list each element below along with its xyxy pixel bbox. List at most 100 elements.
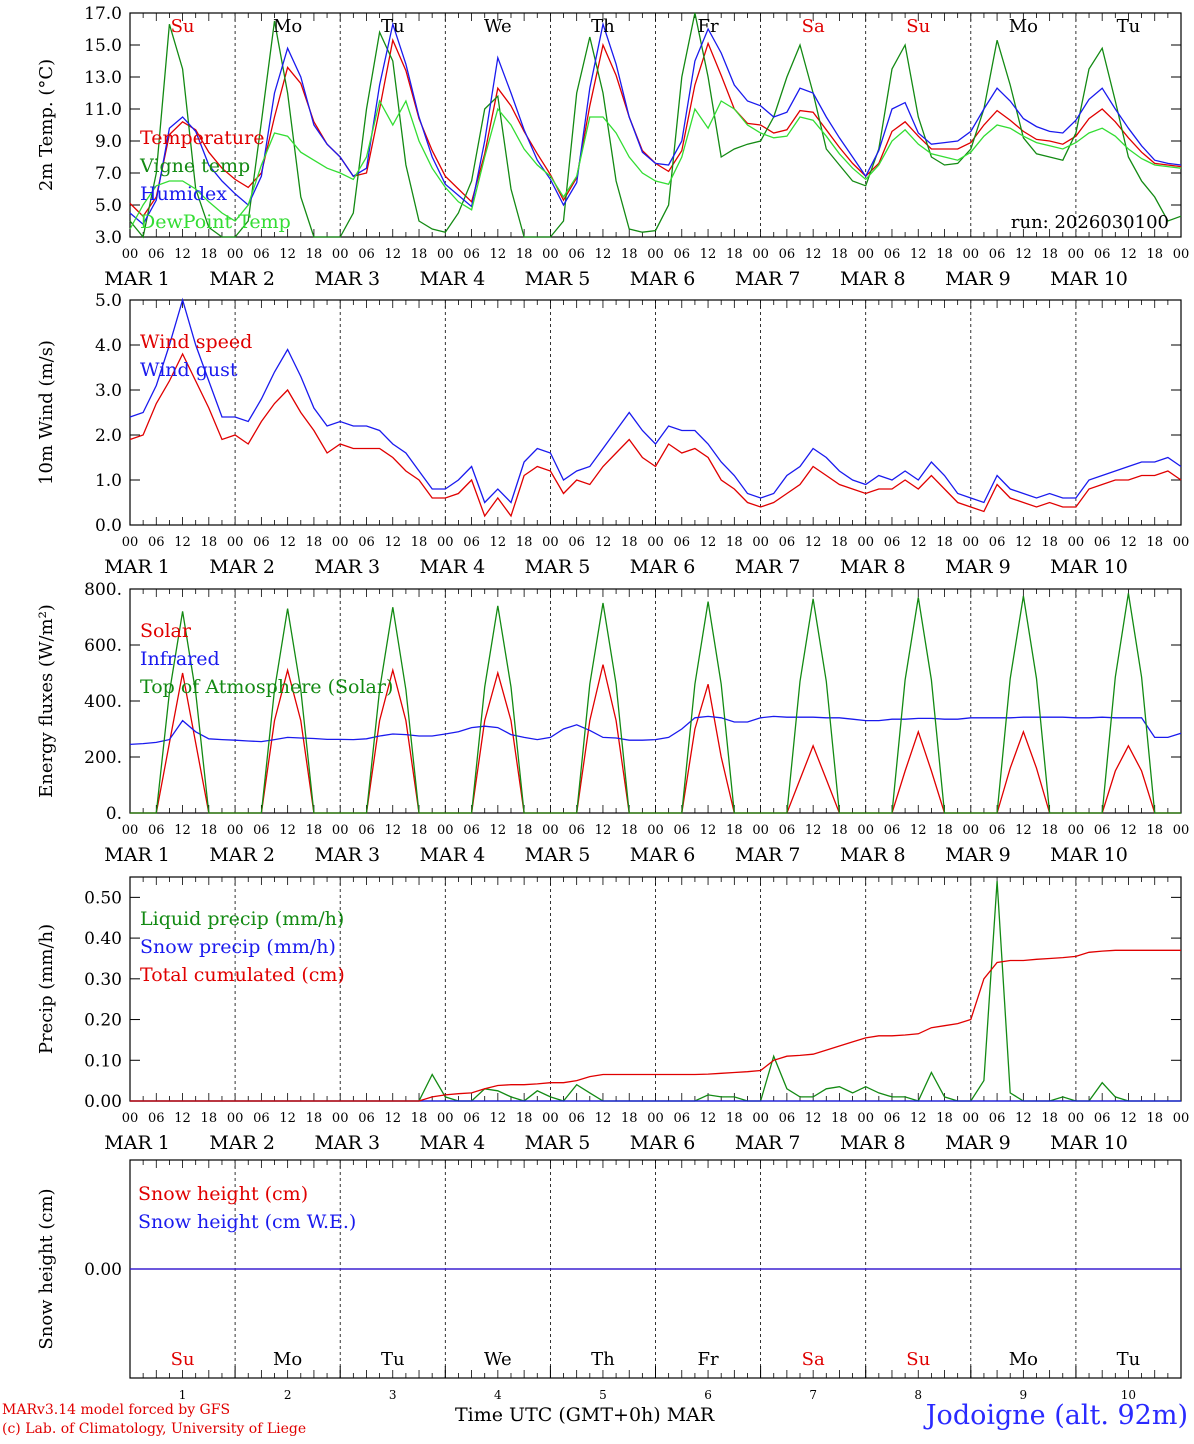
hour-tick-label: 06 bbox=[148, 247, 165, 262]
hour-tick-label: 00 bbox=[332, 535, 349, 550]
y-tick-label: 0.40 bbox=[84, 929, 122, 949]
legend-entry: Snow height (cm W.E.) bbox=[138, 1211, 356, 1233]
hour-tick-label: 00 bbox=[963, 823, 980, 838]
hour-tick-label: 18 bbox=[936, 535, 953, 550]
date-label: MAR 8 bbox=[840, 268, 906, 290]
hour-tick-label: 12 bbox=[805, 1111, 822, 1126]
y-tick-label: 17.0 bbox=[84, 4, 122, 24]
hour-tick-label: 00 bbox=[752, 1111, 769, 1126]
hour-tick-label: 12 bbox=[174, 535, 191, 550]
hour-tick-label: 12 bbox=[595, 535, 612, 550]
legend-entry: Humidex bbox=[140, 183, 227, 205]
hour-tick-label: 00 bbox=[1068, 823, 1085, 838]
y-axis-label: Energy fluxes (W/m²) bbox=[36, 604, 57, 798]
y-tick-label: 2.0 bbox=[95, 426, 122, 446]
hour-tick-label: 12 bbox=[490, 1111, 507, 1126]
hour-tick-label: 18 bbox=[621, 1111, 638, 1126]
station-title: Jodoigne (alt. 92m) bbox=[925, 1400, 1188, 1431]
hour-tick-label: 00 bbox=[227, 823, 244, 838]
hour-tick-label: 06 bbox=[358, 247, 375, 262]
weekday-label: Sa bbox=[802, 16, 825, 37]
date-label: MAR 7 bbox=[735, 844, 801, 866]
hour-tick-label: 18 bbox=[201, 247, 218, 262]
hour-tick-label: 12 bbox=[805, 535, 822, 550]
date-label: MAR 2 bbox=[209, 556, 275, 578]
hour-tick-label: 12 bbox=[805, 823, 822, 838]
hour-tick-label: 00 bbox=[227, 247, 244, 262]
hour-tick-label: 00 bbox=[122, 535, 139, 550]
hour-tick-label: 18 bbox=[516, 1111, 533, 1126]
hour-tick-label: 06 bbox=[148, 823, 165, 838]
hour-tick-label: 06 bbox=[568, 823, 585, 838]
hour-tick-label: 12 bbox=[910, 1111, 927, 1126]
hour-tick-label: 18 bbox=[411, 823, 428, 838]
date-label: MAR 4 bbox=[420, 268, 486, 290]
hour-tick-label: 12 bbox=[490, 247, 507, 262]
series-line-blue bbox=[129, 21, 1182, 226]
hour-tick-label: 12 bbox=[174, 1111, 191, 1126]
hour-tick-label: 06 bbox=[253, 1111, 270, 1126]
y-tick-label: 5.0 bbox=[95, 196, 122, 216]
hour-tick-label: 00 bbox=[542, 535, 559, 550]
date-label: MAR 10 bbox=[1050, 1132, 1128, 1154]
hour-tick-label: 12 bbox=[384, 1111, 401, 1126]
hour-tick-label: 18 bbox=[831, 535, 848, 550]
date-label: MAR 5 bbox=[525, 556, 591, 578]
hour-tick-label: 00 bbox=[332, 247, 349, 262]
legend-entry: Temperature bbox=[140, 127, 264, 149]
y-tick-label: 0.30 bbox=[84, 970, 122, 990]
date-label: MAR 2 bbox=[209, 268, 275, 290]
date-label: MAR 5 bbox=[525, 268, 591, 290]
plot-frame bbox=[129, 588, 1182, 814]
hour-tick-label: 12 bbox=[595, 247, 612, 262]
hour-tick-label: 06 bbox=[568, 1111, 585, 1126]
hour-tick-label: 12 bbox=[174, 823, 191, 838]
hour-tick-label: 06 bbox=[568, 247, 585, 262]
day-number: 4 bbox=[494, 1388, 502, 1402]
hour-tick-label: 18 bbox=[411, 247, 428, 262]
weekday-label: Mo bbox=[273, 1349, 302, 1370]
hour-tick-label: 00 bbox=[963, 247, 980, 262]
hour-tick-label: 06 bbox=[674, 247, 691, 262]
hour-tick-label: 00 bbox=[227, 535, 244, 550]
hour-tick-label: 00 bbox=[752, 823, 769, 838]
hour-tick-label: 00 bbox=[332, 823, 349, 838]
day-number: 9 bbox=[1020, 1388, 1028, 1402]
hour-tick-label: 18 bbox=[1146, 823, 1163, 838]
hour-tick-label: 00 bbox=[332, 1111, 349, 1126]
weekday-label: Tu bbox=[381, 16, 405, 37]
hour-tick-label: 18 bbox=[936, 823, 953, 838]
plot-frame bbox=[129, 299, 1182, 526]
hour-tick-label: 00 bbox=[227, 1111, 244, 1126]
hour-tick-label: 18 bbox=[831, 247, 848, 262]
hour-tick-label: 06 bbox=[1094, 247, 1111, 262]
legend-entry: Liquid precip (mm/h) bbox=[140, 908, 344, 930]
date-label: MAR 3 bbox=[314, 844, 380, 866]
hour-tick-label: 18 bbox=[831, 1111, 848, 1126]
day-number: 6 bbox=[704, 1388, 712, 1402]
date-label: MAR 1 bbox=[104, 844, 170, 866]
hour-tick-label: 18 bbox=[726, 247, 743, 262]
weekday-label: Su bbox=[171, 16, 195, 37]
y-tick-label: 13.0 bbox=[84, 68, 122, 88]
date-label: MAR 4 bbox=[420, 556, 486, 578]
y-tick-label: 0. bbox=[106, 804, 122, 824]
hour-tick-label: 12 bbox=[1015, 247, 1032, 262]
hour-tick-label: 12 bbox=[174, 247, 191, 262]
plot-frame bbox=[129, 12, 1182, 238]
hour-tick-label: 06 bbox=[253, 535, 270, 550]
hour-tick-label: 18 bbox=[201, 823, 218, 838]
date-label: MAR 10 bbox=[1050, 556, 1128, 578]
y-axis-label: Snow height (cm) bbox=[36, 1188, 57, 1349]
hour-tick-label: 18 bbox=[516, 823, 533, 838]
hour-tick-label: 18 bbox=[831, 823, 848, 838]
date-label: MAR 7 bbox=[735, 556, 801, 578]
legend-entry: Wind gust bbox=[140, 359, 238, 381]
date-label: MAR 2 bbox=[209, 844, 275, 866]
time-axis-label: Time UTC (GMT+0h) MAR bbox=[455, 1404, 715, 1426]
hour-tick-label: 12 bbox=[700, 247, 717, 262]
y-tick-label: 0.00 bbox=[84, 1092, 122, 1112]
hour-tick-label: 12 bbox=[910, 823, 927, 838]
date-label: MAR 8 bbox=[840, 1132, 906, 1154]
y-tick-label: 0.50 bbox=[84, 888, 122, 908]
